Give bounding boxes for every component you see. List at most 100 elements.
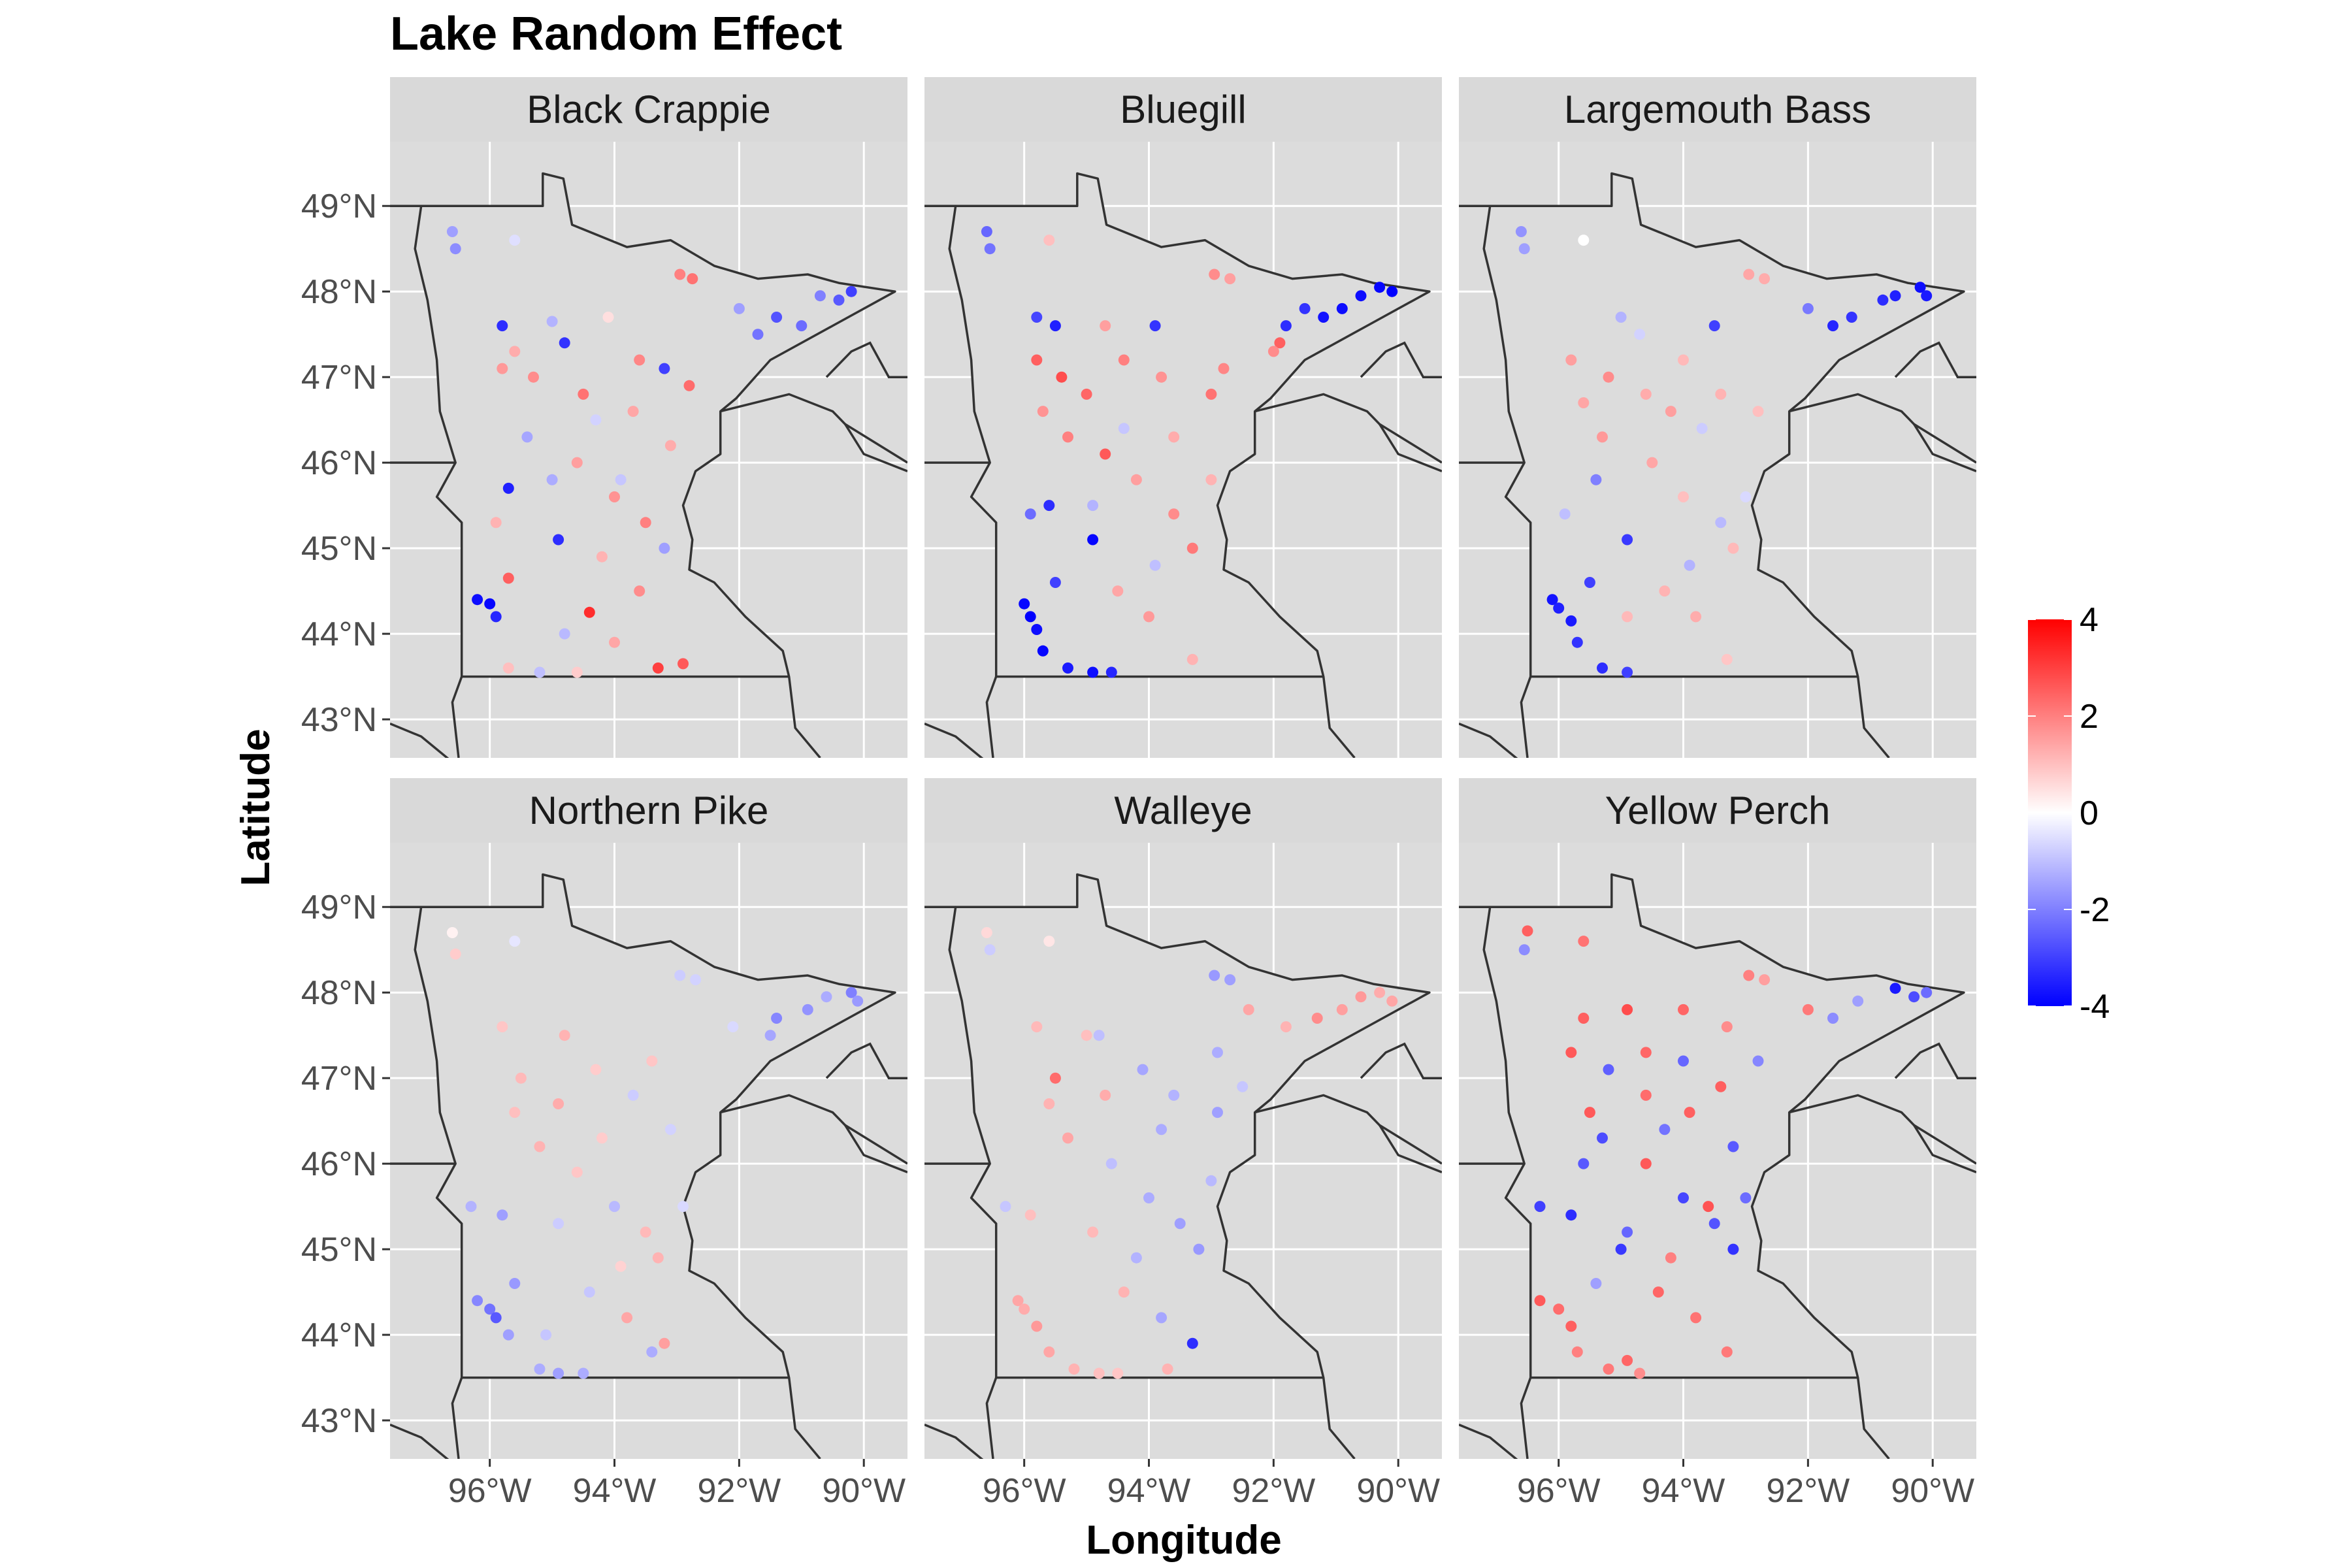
lake-point (1578, 235, 1590, 246)
lake-point (1590, 474, 1602, 485)
lake-point (1049, 320, 1061, 332)
lake-point (553, 1098, 564, 1109)
lake-point (449, 243, 461, 255)
lake-point (502, 482, 514, 494)
state-boundary (1482, 873, 1965, 1379)
lake-point (546, 316, 558, 327)
facet-strip (390, 77, 907, 142)
lake-point (609, 491, 620, 502)
lake-point (664, 440, 676, 451)
lake-point (497, 1021, 508, 1033)
lake-point (1565, 354, 1577, 366)
neighbor-boundary (390, 722, 449, 758)
neighbor-boundary (451, 1377, 463, 1459)
lake-point (1024, 508, 1036, 520)
lake-point (497, 320, 508, 332)
lake-point (845, 987, 857, 998)
lake-point (1740, 1192, 1752, 1203)
facet-panel: Northern Pike (390, 778, 907, 1459)
lake-point (1553, 602, 1565, 614)
lake-point (1877, 294, 1889, 306)
lake-point (1068, 1364, 1080, 1375)
lake-point (621, 1312, 633, 1324)
lake-point (627, 406, 639, 417)
lake-point (1105, 1158, 1117, 1169)
neighbor-boundary (825, 1042, 907, 1079)
facet-strip-label: Bluegill (1120, 88, 1246, 131)
lake-point (1374, 282, 1386, 293)
x-tick-label: 96°W (448, 1472, 532, 1510)
lake-point (1590, 1278, 1602, 1289)
lake-point (1546, 594, 1558, 606)
lake-point (659, 542, 670, 554)
lake-point (1534, 1295, 1546, 1307)
lake-point (646, 1055, 658, 1067)
lake-point (1615, 312, 1627, 323)
lake-point (1224, 273, 1236, 285)
lake-point (1087, 1226, 1099, 1238)
neighbor-boundary (720, 393, 907, 464)
lake-point (1715, 517, 1727, 529)
lake-point (1168, 431, 1180, 443)
lake-point (678, 1201, 689, 1213)
lake-point (1087, 666, 1099, 678)
lake-point (1665, 406, 1676, 417)
lake-point (1597, 662, 1608, 674)
lake-point (802, 1004, 813, 1015)
facet-panel: Yellow Perch (1459, 778, 1976, 1459)
lake-point (1721, 1346, 1733, 1358)
legend-tick-label: -2 (2080, 891, 2110, 929)
neighbor-boundary (1913, 423, 1976, 472)
lake-point (578, 1367, 589, 1379)
lake-point (490, 517, 502, 529)
lake-point (1031, 312, 1043, 323)
neighbor-boundary (1322, 676, 1356, 758)
lake-point (764, 1030, 776, 1041)
lake-point (771, 1013, 783, 1024)
lake-point (1299, 302, 1311, 314)
lake-point (727, 1021, 739, 1033)
facet-panels: Black Crappie Bluegill Largemouth Bass Nort… (390, 77, 1976, 1459)
lake-point (1622, 534, 1633, 546)
lake-point (446, 226, 458, 237)
lake-point (674, 970, 686, 981)
lake-point (1149, 559, 1161, 571)
lake-point (1112, 1367, 1124, 1379)
lake-point (1665, 1252, 1676, 1264)
lake-point (796, 320, 808, 332)
lake-point (615, 474, 627, 485)
facet-panel: Bluegill (924, 77, 1442, 758)
legend-tick-label: 4 (2080, 601, 2099, 639)
y-tick-label: 45°N (301, 1231, 377, 1269)
lake-point (1205, 1175, 1217, 1186)
lake-point (1827, 320, 1838, 332)
lake-point (1137, 1064, 1149, 1075)
lake-point (1578, 1013, 1590, 1024)
neighbor-boundary (1360, 341, 1442, 378)
lake-point (1571, 1346, 1583, 1358)
lake-point (615, 1260, 627, 1272)
lake-point (596, 1132, 608, 1144)
lake-point (984, 944, 996, 956)
lake-point (1708, 320, 1720, 332)
lake-point (674, 269, 686, 280)
neighbor-boundary (451, 676, 463, 758)
lake-point (1696, 423, 1708, 434)
lake-point (1049, 1072, 1061, 1084)
lake-point (1186, 653, 1198, 665)
facet-strip-label: Northern Pike (529, 789, 769, 832)
color-legend: 4 2 0 -2 -4 (2028, 601, 2110, 1026)
lake-point (1049, 577, 1061, 588)
lake-point (1209, 269, 1220, 280)
lake-point (1715, 388, 1727, 400)
facet-strip (924, 778, 1442, 843)
lake-point (502, 662, 514, 674)
x-tick-label: 94°W (573, 1472, 657, 1510)
lake-point (1237, 1081, 1249, 1092)
lake-point (1684, 559, 1695, 571)
lake-point (1056, 371, 1068, 383)
neighbor-boundary (1520, 676, 1532, 758)
lake-point (1640, 388, 1652, 400)
lake-point (1205, 474, 1217, 485)
lake-point (1156, 1312, 1168, 1324)
